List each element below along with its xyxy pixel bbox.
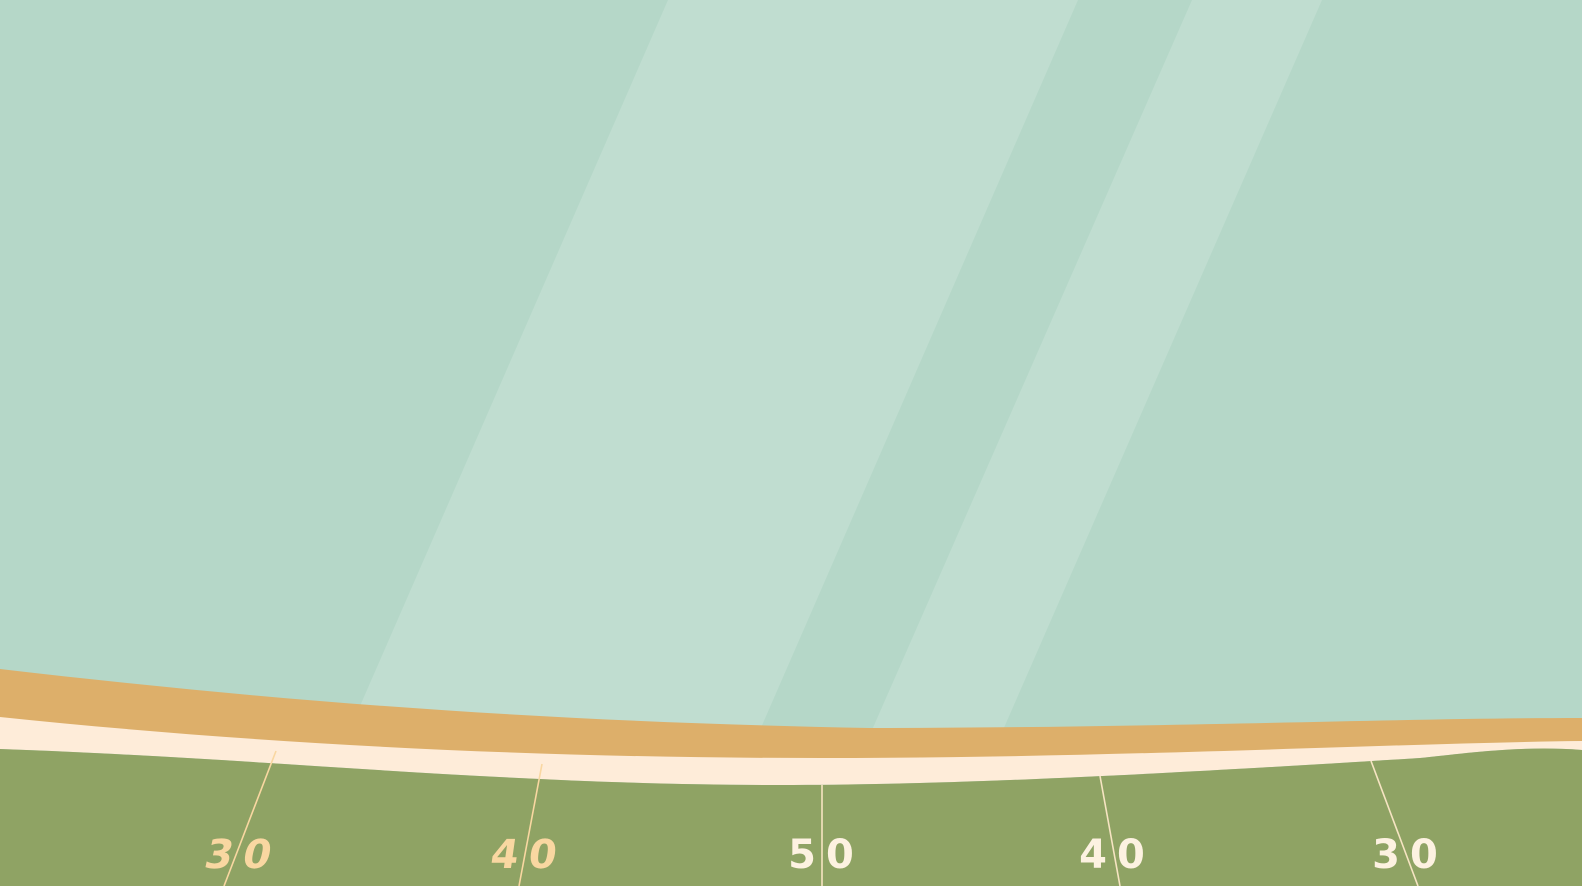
yard-number-30-left: 30 [201,830,287,877]
light-beam-left [360,0,1078,730]
yard-lines [223,750,1419,886]
yard-line-30-right [1370,760,1419,886]
yard-number-40-right: 40 [1079,832,1155,878]
yard-numbers: 30 40 50 40 30 [201,830,1448,878]
light-beam-right [872,0,1322,730]
yard-line-40-left [518,763,543,886]
turf-ground [0,748,1582,886]
yard-number-50: 50 [788,832,864,878]
sideline-strip [0,717,1582,785]
yard-line-40-right [1099,775,1121,886]
yard-number-40-left: 40 [488,832,570,878]
yard-number-30-right: 30 [1372,832,1448,878]
yard-line-30-left [223,750,277,886]
stand-band [0,669,1582,770]
